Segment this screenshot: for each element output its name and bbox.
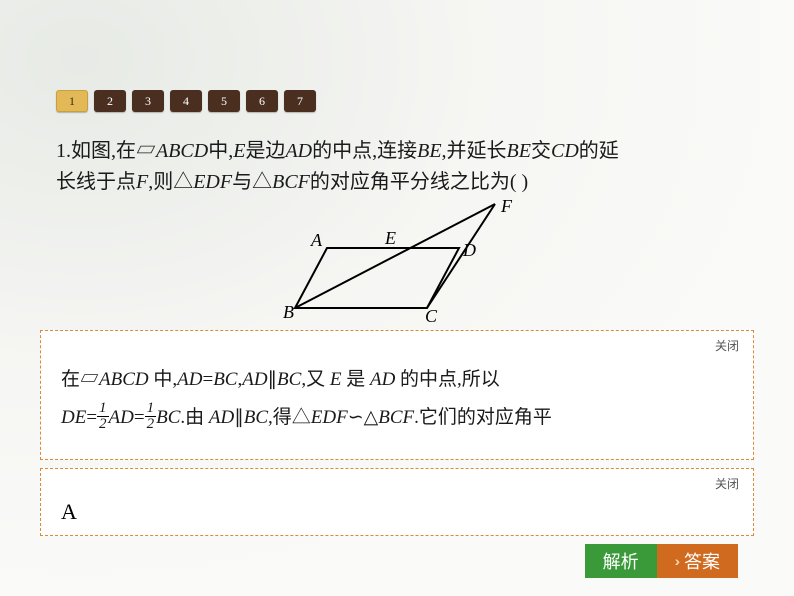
problem-statement: 1.如图,在▱ABCD中,E是边AD的中点,连接BE,并延长BE交CD的延 长线… [56, 136, 738, 198]
answer-box: 关闭 A [40, 468, 754, 536]
footer-buttons: 解析 ›› 答案 [585, 544, 738, 578]
nav-tab-5[interactable]: 5 [208, 90, 240, 112]
label-D: D [462, 240, 476, 260]
chevron-right-icon: ›› [675, 553, 676, 569]
close-answer[interactable]: 关闭 [715, 475, 739, 492]
nav-tab-4[interactable]: 4 [170, 90, 202, 112]
answer-button[interactable]: ›› 答案 [657, 544, 738, 578]
nav-tab-2[interactable]: 2 [94, 90, 126, 112]
label-C: C [425, 306, 438, 326]
explanation-box: 关闭 在▱ABCD 中,AD=BC,AD∥BC,又 E 是 AD 的中点,所以 … [40, 330, 754, 460]
nav-tab-1[interactable]: 1 [56, 90, 88, 112]
label-A: A [310, 230, 323, 250]
nav-tab-3[interactable]: 3 [132, 90, 164, 112]
label-B: B [283, 302, 294, 322]
page-nav: 1 2 3 4 5 6 7 [56, 90, 316, 112]
close-explanation[interactable]: 关闭 [715, 337, 739, 354]
problem-number: 1. [56, 140, 71, 162]
answer-text: A [61, 499, 733, 525]
nav-tab-7[interactable]: 7 [284, 90, 316, 112]
nav-tab-6[interactable]: 6 [246, 90, 278, 112]
explanation-button[interactable]: 解析 [585, 544, 657, 578]
label-F: F [500, 198, 513, 216]
label-E: E [384, 228, 396, 248]
explanation-text: 在▱ABCD 中,AD=BC,AD∥BC,又 E 是 AD 的中点,所以 DE=… [61, 361, 733, 437]
answer-button-label: 答案 [684, 548, 720, 574]
geometry-figure: A B C D E F [0, 198, 794, 326]
